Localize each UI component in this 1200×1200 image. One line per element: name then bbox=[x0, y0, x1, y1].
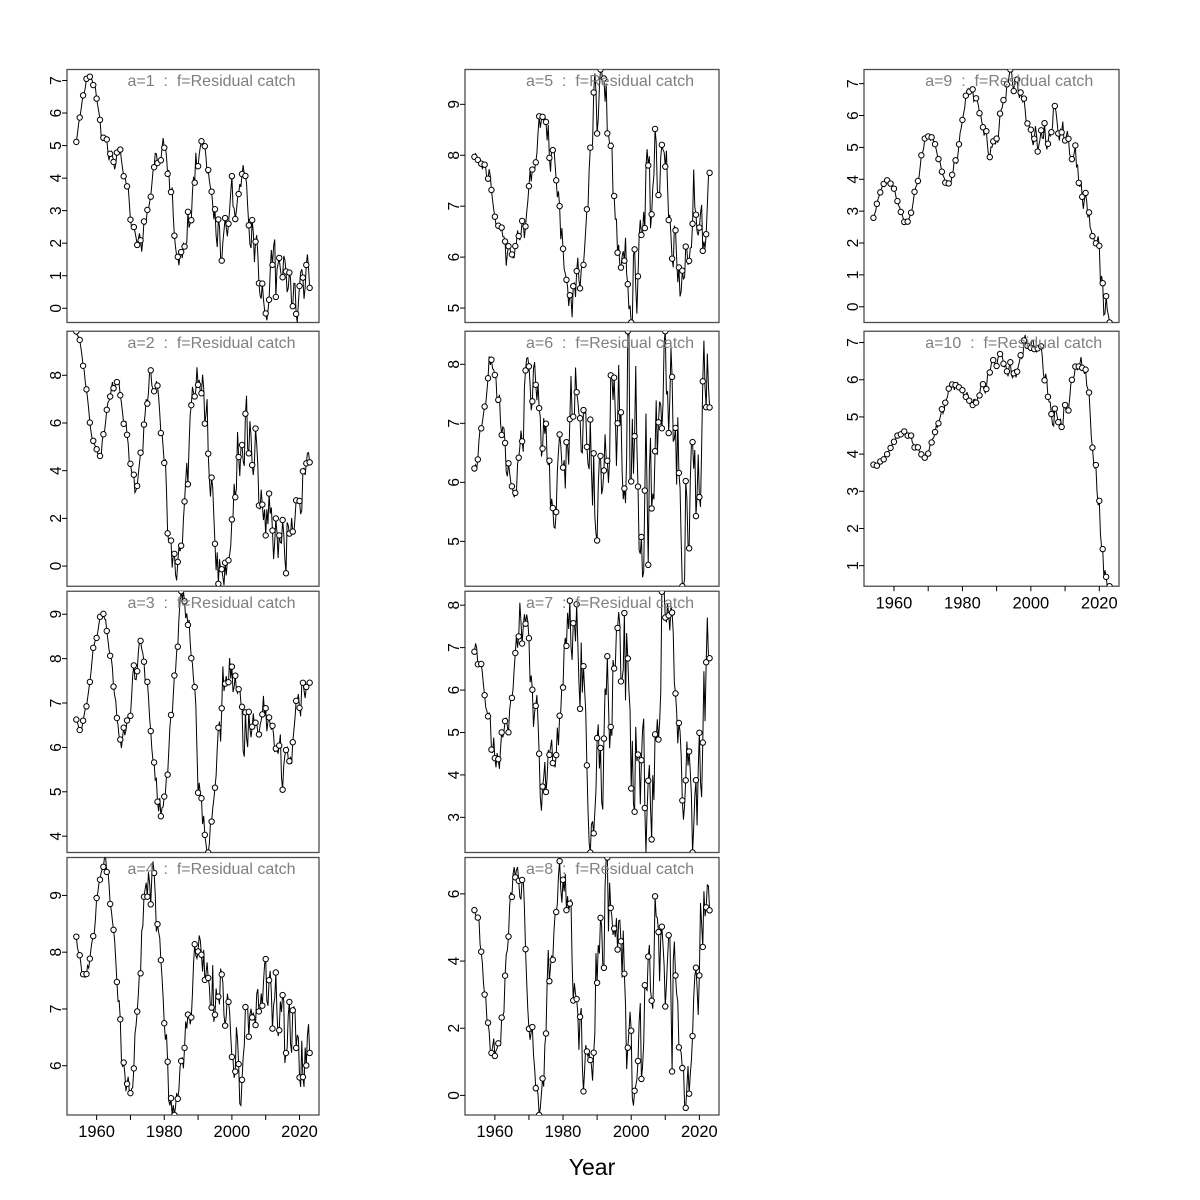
svg-text:2020: 2020 bbox=[681, 1123, 718, 1141]
svg-text:1960: 1960 bbox=[477, 1123, 514, 1141]
svg-text:4: 4 bbox=[48, 831, 65, 840]
svg-text:2: 2 bbox=[48, 239, 65, 248]
svg-text:2020: 2020 bbox=[1081, 594, 1118, 612]
svg-text:2: 2 bbox=[48, 514, 65, 523]
svg-text:a=5 : f=Residual catch: a=5 : f=Residual catch bbox=[526, 73, 694, 90]
svg-text:a=3 : f=Residual catch: a=3 : f=Residual catch bbox=[127, 595, 295, 612]
svg-text:6: 6 bbox=[446, 478, 463, 487]
svg-text:6: 6 bbox=[845, 111, 862, 120]
svg-text:7: 7 bbox=[446, 419, 463, 428]
svg-text:a=9 : f=Residual catch: a=9 : f=Residual catch bbox=[925, 73, 1093, 90]
svg-text:8: 8 bbox=[446, 601, 463, 610]
svg-text:6: 6 bbox=[845, 375, 862, 384]
svg-text:6: 6 bbox=[48, 109, 65, 118]
svg-text:5: 5 bbox=[845, 413, 862, 422]
svg-text:5: 5 bbox=[446, 728, 463, 737]
svg-text:7: 7 bbox=[48, 76, 65, 85]
svg-text:a=6 : f=Residual catch: a=6 : f=Residual catch bbox=[526, 335, 694, 352]
svg-text:4: 4 bbox=[48, 173, 65, 182]
svg-text:2020: 2020 bbox=[281, 1123, 318, 1141]
svg-text:9: 9 bbox=[48, 610, 65, 619]
svg-text:8: 8 bbox=[48, 948, 65, 957]
svg-text:5: 5 bbox=[446, 537, 463, 546]
svg-text:3: 3 bbox=[845, 487, 862, 496]
svg-text:3: 3 bbox=[446, 813, 463, 822]
svg-text:5: 5 bbox=[48, 787, 65, 796]
svg-text:5: 5 bbox=[845, 143, 862, 152]
svg-text:1960: 1960 bbox=[876, 594, 913, 612]
svg-text:Year: Year bbox=[569, 1154, 616, 1180]
svg-text:1: 1 bbox=[48, 271, 65, 280]
svg-text:6: 6 bbox=[446, 890, 463, 899]
svg-text:8: 8 bbox=[48, 371, 65, 380]
svg-text:0: 0 bbox=[845, 302, 862, 311]
svg-text:2000: 2000 bbox=[613, 1123, 650, 1141]
svg-text:8: 8 bbox=[48, 654, 65, 663]
svg-text:6: 6 bbox=[48, 1061, 65, 1070]
svg-text:4: 4 bbox=[48, 466, 65, 475]
svg-text:6: 6 bbox=[446, 253, 463, 262]
svg-text:1: 1 bbox=[845, 561, 862, 570]
svg-text:a=8 : f=Residual catch: a=8 : f=Residual catch bbox=[526, 861, 694, 878]
svg-text:7: 7 bbox=[48, 699, 65, 708]
svg-text:a=4 : f=Residual catch: a=4 : f=Residual catch bbox=[127, 861, 295, 878]
svg-text:2: 2 bbox=[845, 524, 862, 533]
svg-text:3: 3 bbox=[48, 206, 65, 215]
svg-text:1980: 1980 bbox=[545, 1123, 582, 1141]
svg-text:6: 6 bbox=[446, 686, 463, 695]
svg-text:6: 6 bbox=[48, 743, 65, 752]
svg-text:1: 1 bbox=[845, 271, 862, 280]
svg-text:1980: 1980 bbox=[944, 594, 981, 612]
svg-text:a=2 : f=Residual catch: a=2 : f=Residual catch bbox=[127, 335, 295, 352]
svg-text:6: 6 bbox=[48, 419, 65, 428]
svg-text:1980: 1980 bbox=[146, 1123, 183, 1141]
svg-text:a=10 : f=Residual catch: a=10 : f=Residual catch bbox=[925, 335, 1102, 352]
svg-text:2000: 2000 bbox=[1012, 594, 1049, 612]
svg-text:7: 7 bbox=[845, 338, 862, 347]
svg-text:4: 4 bbox=[845, 175, 862, 184]
svg-text:9: 9 bbox=[48, 891, 65, 900]
svg-text:4: 4 bbox=[446, 770, 463, 779]
svg-text:7: 7 bbox=[446, 202, 463, 211]
svg-text:0: 0 bbox=[48, 304, 65, 313]
svg-text:7: 7 bbox=[845, 79, 862, 88]
svg-text:a=1 : f=Residual catch: a=1 : f=Residual catch bbox=[127, 73, 295, 90]
svg-text:0: 0 bbox=[446, 1091, 463, 1100]
svg-text:0: 0 bbox=[48, 561, 65, 570]
svg-text:2: 2 bbox=[845, 239, 862, 248]
svg-text:7: 7 bbox=[48, 1005, 65, 1014]
svg-text:8: 8 bbox=[446, 151, 463, 160]
svg-text:a=7 : f=Residual catch: a=7 : f=Residual catch bbox=[526, 595, 694, 612]
svg-text:2000: 2000 bbox=[214, 1123, 251, 1141]
svg-text:4: 4 bbox=[446, 956, 463, 965]
svg-text:4: 4 bbox=[845, 449, 862, 458]
svg-text:8: 8 bbox=[446, 360, 463, 369]
svg-text:3: 3 bbox=[845, 207, 862, 216]
svg-text:9: 9 bbox=[446, 100, 463, 109]
svg-text:2: 2 bbox=[446, 1024, 463, 1033]
svg-text:5: 5 bbox=[48, 141, 65, 150]
svg-text:5: 5 bbox=[446, 304, 463, 313]
svg-text:7: 7 bbox=[446, 643, 463, 652]
svg-text:1960: 1960 bbox=[78, 1123, 115, 1141]
